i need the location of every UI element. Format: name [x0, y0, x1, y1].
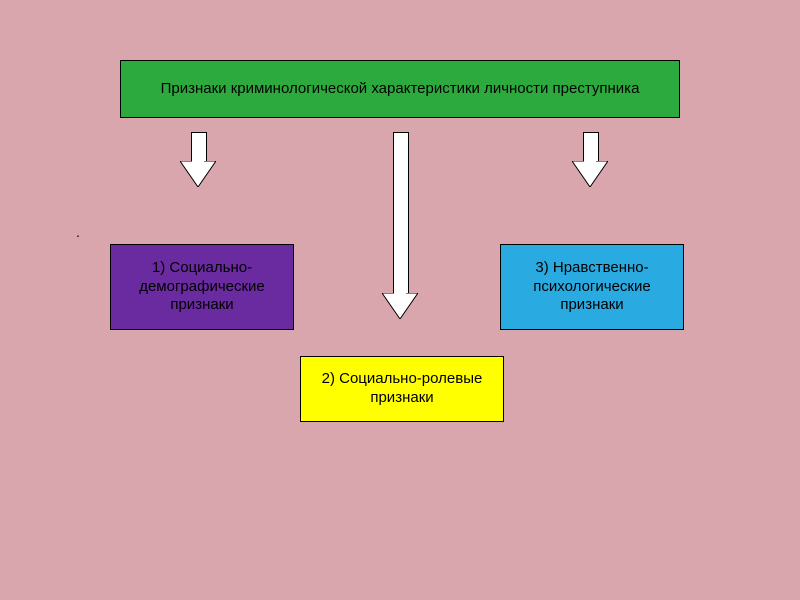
- child-box-text: 1) Социально-демографические признаки: [117, 259, 287, 315]
- title-box: Признаки криминологической характеристик…: [120, 60, 680, 118]
- child-box-text: 2) Социально-ролевые признаки: [307, 370, 497, 408]
- child-box-text: 3) Нравственно-психологические признаки: [507, 259, 677, 315]
- diagram-canvas: Признаки криминологической характеристик…: [0, 0, 800, 600]
- title-text: Признаки криминологической характеристик…: [161, 80, 640, 99]
- child-box-1: 1) Социально-демографические признаки: [110, 244, 294, 330]
- stray-dot: .: [76, 224, 80, 240]
- child-box-2: 3) Нравственно-психологические признаки: [500, 244, 684, 330]
- child-box-3: 2) Социально-ролевые признаки: [300, 356, 504, 422]
